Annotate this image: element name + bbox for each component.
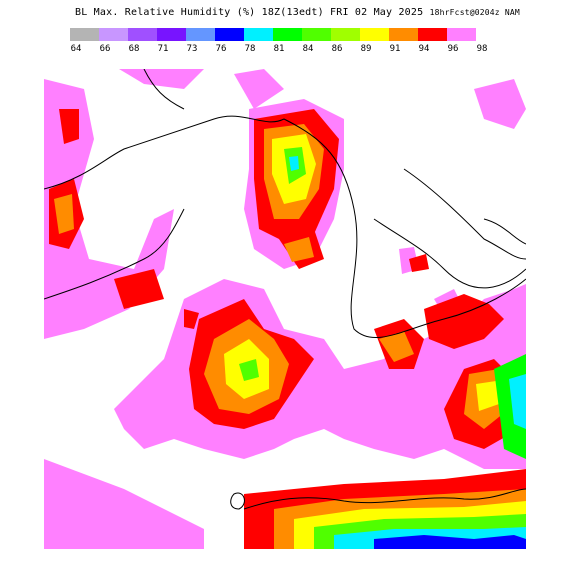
legend-swatch — [99, 28, 128, 41]
legend-label: 81 — [273, 44, 285, 54]
legend-label: 64 — [70, 44, 82, 54]
legend-label: 78 — [244, 44, 256, 54]
legend-label: 76 — [215, 44, 227, 54]
map-title: BL Max. Relative Humidity (%) 18Z(13edt)… — [75, 7, 520, 18]
legend-swatch — [244, 28, 273, 41]
legend-label: 73 — [186, 44, 198, 54]
legend-swatch — [128, 28, 157, 41]
legend-swatch — [157, 28, 186, 41]
legend-swatch — [331, 28, 360, 41]
legend-swatch — [273, 28, 302, 41]
legend-swatch — [418, 28, 447, 41]
legend-swatch — [215, 28, 244, 41]
legend-label: 66 — [99, 44, 111, 54]
legend-label: 94 — [418, 44, 430, 54]
legend-swatch — [360, 28, 389, 41]
title-run: 18hrFcst@0204z NAM — [429, 8, 520, 17]
legend-label: 89 — [360, 44, 372, 54]
legend-swatch — [302, 28, 331, 41]
color-legend — [70, 28, 476, 41]
legend-swatch — [70, 28, 99, 41]
legend-labels: 64 66 68 71 73 76 78 81 84 86 89 91 94 96 98 — [70, 44, 520, 56]
legend-label: 96 — [447, 44, 459, 54]
humidity-78-regions — [289, 156, 299, 171]
legend-label: 84 — [302, 44, 314, 54]
map-panel — [44, 69, 526, 549]
legend-label: 91 — [389, 44, 401, 54]
coastlines — [44, 69, 526, 510]
humidity-map — [44, 69, 526, 549]
legend-swatch — [389, 28, 418, 41]
legend-label: 98 — [476, 44, 488, 54]
legend-label: 71 — [157, 44, 169, 54]
bottom-moist-band — [244, 354, 526, 549]
legend-label: 86 — [331, 44, 343, 54]
title-main: BL Max. Relative Humidity (%) 18Z(13edt)… — [75, 7, 424, 18]
legend-label: 68 — [128, 44, 140, 54]
legend-swatch — [447, 28, 476, 41]
legend-swatch — [186, 28, 215, 41]
